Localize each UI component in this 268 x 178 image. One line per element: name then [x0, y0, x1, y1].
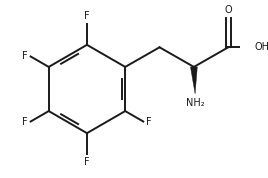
Polygon shape: [191, 67, 197, 94]
Text: F: F: [84, 11, 90, 21]
Text: F: F: [22, 117, 28, 127]
Text: O: O: [224, 5, 232, 15]
Text: NH₂: NH₂: [186, 98, 204, 108]
Text: F: F: [22, 51, 28, 61]
Text: OH: OH: [255, 42, 268, 52]
Text: F: F: [146, 117, 152, 127]
Text: F: F: [84, 157, 90, 167]
